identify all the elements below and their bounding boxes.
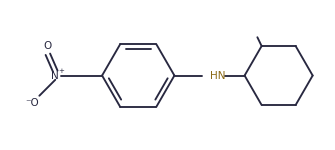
Text: O: O: [44, 41, 52, 51]
Text: ⁻O: ⁻O: [25, 98, 39, 108]
Text: N: N: [52, 70, 59, 81]
Text: +: +: [58, 68, 64, 74]
Text: HN: HN: [210, 70, 226, 81]
